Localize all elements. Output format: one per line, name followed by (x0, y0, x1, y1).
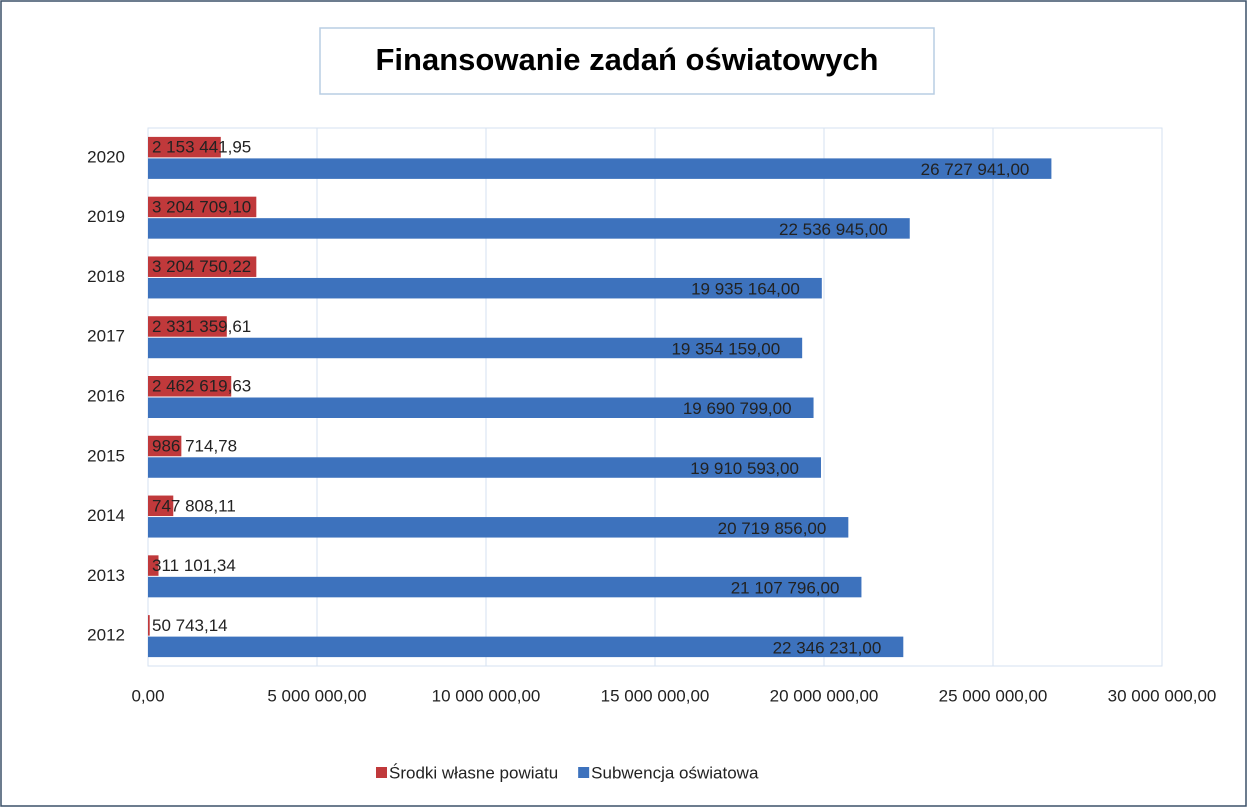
data-label: 2 462 619,63 (152, 377, 251, 396)
bar (148, 615, 150, 636)
data-label: 22 536 945,00 (779, 220, 888, 239)
x-tick-label: 5 000 000,00 (267, 686, 366, 705)
bar (148, 196, 257, 218)
y-tick-label: 2014 (87, 506, 125, 525)
x-tick-label: 0,00 (131, 686, 164, 705)
bar (148, 316, 227, 337)
x-tick-label: 25 000 000,00 (939, 686, 1048, 705)
bar (148, 218, 910, 239)
data-label: 2 331 359,61 (152, 317, 251, 336)
legend-label: Subwencja oświatowa (591, 763, 759, 782)
bar (148, 277, 822, 299)
chart-title: Finansowanie zadań oświatowych (376, 42, 879, 77)
y-tick-label: 2018 (87, 267, 125, 286)
bar (148, 576, 862, 598)
y-tick-label: 2019 (87, 207, 125, 226)
data-label: 3 204 709,10 (152, 197, 251, 216)
bar (148, 555, 159, 576)
data-label: 26 727 941,00 (921, 160, 1030, 179)
bar (148, 397, 814, 418)
y-tick-label: 2016 (87, 386, 125, 405)
data-label: 20 719 856,00 (718, 519, 827, 538)
data-label: 19 935 164,00 (691, 280, 800, 299)
bar (148, 158, 1052, 179)
data-label: 22 346 231,00 (773, 638, 882, 657)
x-tick-label: 20 000 000,00 (770, 686, 879, 705)
data-label: 19 910 593,00 (690, 459, 799, 478)
bar (148, 256, 257, 277)
bar (148, 636, 904, 658)
data-label: 2 153 441,95 (152, 138, 251, 157)
bar (148, 337, 803, 359)
data-label: 19 354 159,00 (671, 339, 780, 358)
y-tick-label: 2017 (87, 327, 125, 346)
x-tick-label: 15 000 000,00 (601, 686, 710, 705)
bar (148, 495, 174, 517)
legend-swatch (376, 767, 387, 778)
y-tick-label: 2015 (87, 446, 125, 465)
y-tick-label: 2012 (87, 626, 125, 645)
x-tick-label: 10 000 000,00 (432, 686, 541, 705)
legend-swatch (578, 767, 590, 778)
y-tick-label: 2013 (87, 566, 125, 585)
bar (148, 376, 232, 397)
bar (148, 435, 182, 457)
legend-label: Środki własne powiatu (389, 763, 558, 782)
data-label: 50 743,14 (152, 616, 228, 635)
data-label: 3 204 750,22 (152, 257, 251, 276)
title-box (319, 27, 935, 95)
bar (148, 136, 221, 158)
x-tick-label: 30 000 000,00 (1108, 686, 1217, 705)
bar (148, 457, 821, 478)
y-tick-label: 2020 (87, 147, 125, 166)
data-label: 311 101,34 (152, 556, 236, 575)
bar (148, 517, 849, 538)
data-label: 747 808,11 (152, 496, 236, 515)
data-label: 986 714,78 (152, 437, 237, 456)
data-label: 19 690 799,00 (683, 399, 792, 418)
data-label: 21 107 796,00 (731, 579, 840, 598)
